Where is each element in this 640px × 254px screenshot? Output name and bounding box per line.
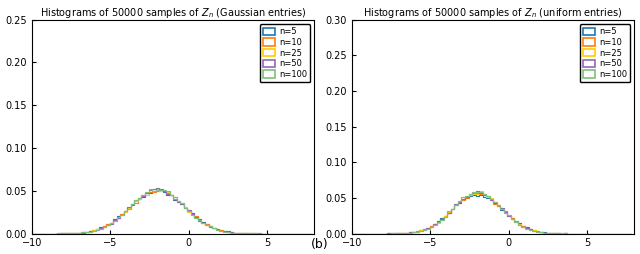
Legend: n=5, n=10, n=25, n=50, n=100: n=5, n=10, n=25, n=50, n=100	[580, 24, 630, 82]
Title: Histograms of 50000 samples of $Z_n$ (Gaussian entries): Histograms of 50000 samples of $Z_n$ (Ga…	[40, 6, 307, 20]
Title: Histograms of 50000 samples of $Z_n$ (uniform entries): Histograms of 50000 samples of $Z_n$ (un…	[364, 6, 623, 20]
Legend: n=5, n=10, n=25, n=50, n=100: n=5, n=10, n=25, n=50, n=100	[260, 24, 310, 82]
Text: (b): (b)	[311, 239, 329, 251]
